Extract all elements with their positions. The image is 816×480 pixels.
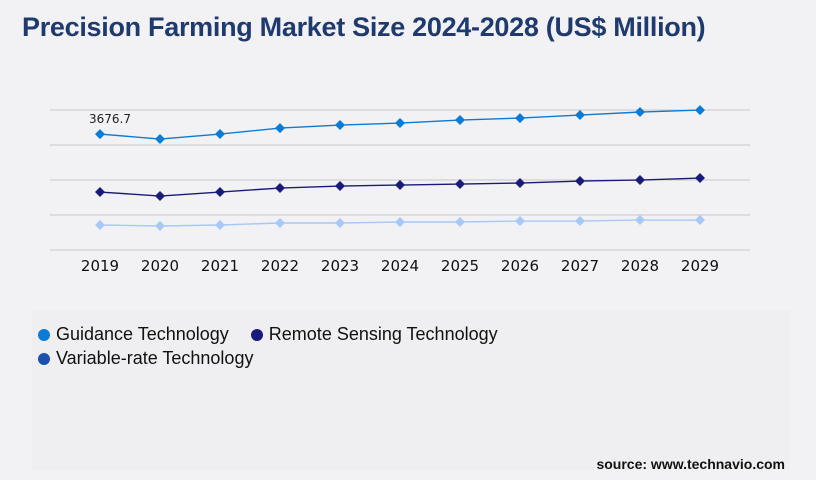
data-point bbox=[575, 216, 585, 227]
data-point bbox=[635, 215, 645, 226]
data-point bbox=[575, 110, 585, 121]
legend-marker-icon bbox=[38, 328, 50, 341]
data-point bbox=[275, 183, 285, 194]
data-point bbox=[695, 215, 705, 226]
chart-title: Precision Farming Market Size 2024-2028 … bbox=[22, 12, 706, 42]
x-tick-label: 2023 bbox=[321, 257, 359, 275]
x-tick-label: 2029 bbox=[681, 257, 719, 275]
legend-row-2: Variable-rate Technology bbox=[38, 348, 253, 369]
x-tick-label: 2021 bbox=[201, 257, 239, 275]
data-point bbox=[395, 217, 405, 227]
data-point bbox=[95, 219, 105, 230]
data-point bbox=[335, 218, 345, 229]
data-point bbox=[515, 113, 525, 124]
data-point bbox=[275, 123, 285, 134]
legend-marker-icon bbox=[250, 328, 263, 341]
data-point bbox=[275, 218, 285, 229]
legend-panel bbox=[32, 310, 790, 470]
x-tick-label: 2028 bbox=[621, 257, 659, 275]
line-chart: 2019 2020 2021 2022 2023 2024 2025 2026 2027 2028… bbox=[50, 105, 750, 275]
data-point bbox=[215, 219, 225, 230]
data-point bbox=[335, 181, 345, 192]
data-point bbox=[155, 221, 165, 232]
data-point bbox=[215, 187, 225, 198]
data-point bbox=[155, 191, 165, 202]
x-tick-label: 2024 bbox=[381, 257, 419, 275]
data-point bbox=[635, 175, 645, 186]
x-tick-label: 2019 bbox=[81, 257, 119, 275]
data-point bbox=[215, 129, 225, 140]
data-point bbox=[695, 105, 705, 116]
x-tick-label: 2027 bbox=[561, 257, 599, 275]
data-point bbox=[455, 217, 465, 227]
data-point bbox=[155, 134, 165, 145]
data-point bbox=[95, 187, 105, 198]
legend-row-1: Guidance Technology Remote Sensing Techn… bbox=[38, 324, 498, 345]
x-tick-label: 2022 bbox=[261, 257, 299, 275]
x-tick-label: 2020 bbox=[141, 257, 179, 275]
data-point bbox=[335, 120, 345, 131]
data-point bbox=[455, 115, 465, 126]
data-point bbox=[575, 176, 585, 187]
data-point bbox=[95, 129, 105, 140]
data-point bbox=[395, 180, 405, 191]
legend-item-variable-rate: Variable-rate Technology bbox=[38, 348, 253, 369]
data-point bbox=[455, 179, 465, 190]
legend-item-guidance: Guidance Technology bbox=[38, 324, 229, 345]
source-credit: source: www.technavio.com bbox=[596, 456, 785, 472]
legend-label: Guidance Technology bbox=[56, 324, 229, 344]
legend-marker-icon bbox=[38, 352, 50, 365]
x-tick-label: 2025 bbox=[441, 257, 479, 275]
data-point bbox=[515, 216, 525, 227]
legend-label: Remote Sensing Technology bbox=[268, 324, 498, 344]
x-tick-label: 2026 bbox=[501, 257, 539, 275]
data-label: 3676.7 bbox=[89, 112, 131, 126]
data-point bbox=[395, 118, 405, 129]
data-point bbox=[515, 178, 525, 189]
legend-item-remote-sensing: Remote Sensing Technology bbox=[250, 324, 498, 345]
legend-label: Variable-rate Technology bbox=[56, 348, 254, 368]
data-point bbox=[695, 173, 705, 184]
data-point bbox=[635, 107, 645, 118]
